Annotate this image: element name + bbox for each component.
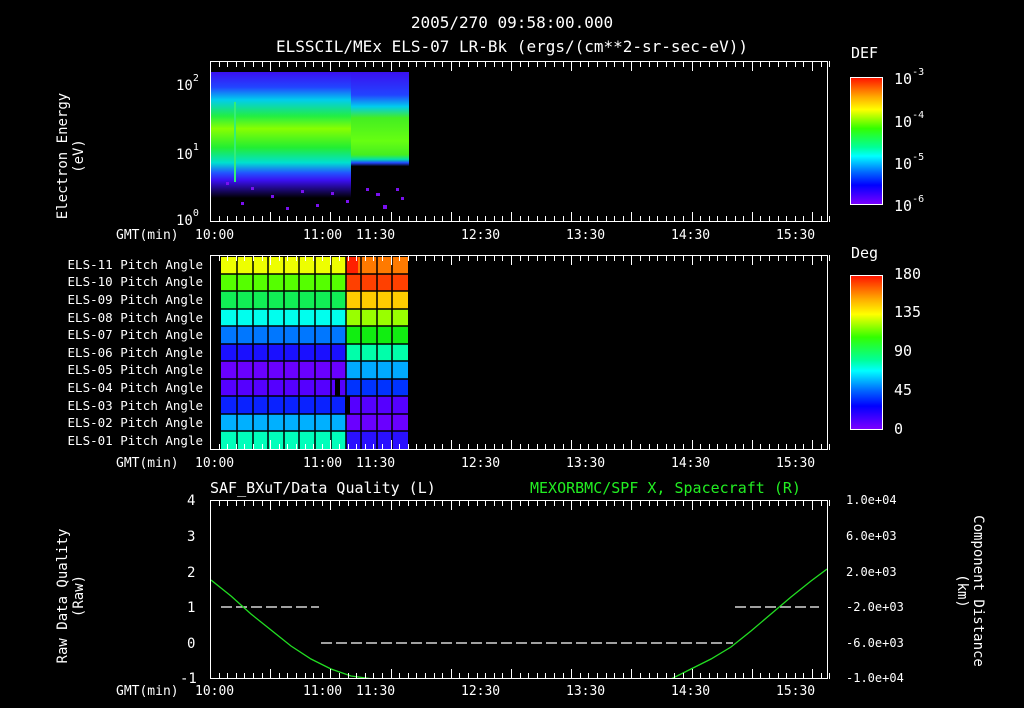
pitch-angle-plot-area (210, 255, 828, 450)
ry-tick-neg2e3: -2.0e+03 (846, 600, 904, 614)
lp-xtick-1100: 11:00 (303, 684, 343, 699)
xaxis-label: GMT(min) (116, 228, 179, 243)
spectrogram-plot-area (210, 61, 828, 222)
xtick-1130: 11:30 (356, 228, 396, 243)
xtick-1430: 14:30 (671, 228, 711, 243)
lineplot-right-ylabel: Component Distance (km) (954, 515, 986, 667)
def-colorbar-title: DEF (851, 44, 879, 62)
ly-tick-3: 3 (187, 529, 196, 545)
pa-label-els05: ELS-05 Pitch Angle (67, 362, 203, 377)
ly-tick-neg1: -1 (180, 671, 197, 687)
lp-xtick-1330: 13:30 (566, 684, 606, 699)
ry-tick-neg6e3: -6.0e+03 (846, 636, 904, 650)
ly-tick-0: 0 (187, 636, 196, 652)
def-tick-1e-6: 10-6 (894, 194, 925, 215)
pa-xtick-1000: 10:00 (195, 456, 235, 471)
lp-xtick-1430: 14:30 (671, 684, 711, 699)
pa-label-els08: ELS-08 Pitch Angle (67, 310, 203, 325)
pa-label-els02: ELS-02 Pitch Angle (67, 415, 203, 430)
deg-colorbar-title: Deg (851, 244, 879, 262)
pa-label-els01: ELS-01 Pitch Angle (67, 433, 203, 448)
pa-xtick-1330: 13:30 (566, 456, 606, 471)
lineplot-plot-area (210, 500, 828, 679)
pa-label-els06: ELS-06 Pitch Angle (67, 345, 203, 360)
xtick-1230: 12:30 (461, 228, 501, 243)
spf-x-trace (211, 568, 827, 678)
lineplot-left-ylabel: Raw Data Quality (Raw) (55, 528, 87, 664)
data-quality-trace (221, 606, 819, 644)
pa-label-els09: ELS-09 Pitch Angle (67, 292, 203, 307)
pa-xaxis-label: GMT(min) (116, 456, 179, 471)
deg-colorbar (850, 275, 883, 430)
ly-tick-1: 1 (187, 600, 196, 616)
ytick-1e2: 102 (176, 73, 199, 94)
plot-timestamp: 2005/270 09:58:00.000 (410, 13, 614, 32)
ry-tick-1e4: 1.0e+04 (846, 493, 897, 507)
ly-tick-4: 4 (187, 493, 196, 509)
deg-tick-0: 0 (894, 420, 904, 438)
lineplot-canvas (211, 568, 827, 678)
def-tick-1e-3: 10-3 (894, 67, 925, 88)
pitch-angle-canvas (221, 256, 408, 449)
ry-tick-2e3: 2.0e+03 (846, 565, 897, 579)
pa-label-els03: ELS-03 Pitch Angle (67, 398, 203, 413)
deg-tick-90: 90 (894, 342, 913, 360)
lp-xtick-1530: 15:30 (776, 684, 816, 699)
deg-tick-135: 135 (894, 303, 922, 321)
xtick-1330: 13:30 (566, 228, 606, 243)
xtick-1530: 15:30 (776, 228, 816, 243)
ry-tick-neg1e4: -1.0e+04 (846, 671, 904, 685)
pa-label-els11: ELS-11 Pitch Angle (67, 257, 203, 272)
lineplot-right-title: MEXORBMC/SPF X, Spacecraft (R) (530, 479, 801, 497)
deg-tick-45: 45 (894, 381, 913, 399)
ytick-1e1: 101 (176, 142, 199, 163)
deg-tick-180: 180 (894, 265, 922, 283)
spectrogram-ylabel: Electron Energy (eV) (55, 92, 87, 220)
ry-tick-6e3: 6.0e+03 (846, 529, 897, 543)
ly-tick-2: 2 (187, 565, 196, 581)
lp-xtick-1230: 12:30 (461, 684, 501, 699)
def-tick-1e-5: 10-5 (894, 152, 925, 173)
ytick-1e0: 100 (176, 208, 199, 229)
def-colorbar (850, 77, 883, 205)
pa-xtick-1100: 11:00 (303, 456, 343, 471)
pa-label-els07: ELS-07 Pitch Angle (67, 327, 203, 342)
pa-xtick-1130: 11:30 (356, 456, 396, 471)
lineplot-left-title: SAF_BXuT/Data Quality (L) (210, 479, 436, 497)
xtick-1100: 11:00 (303, 228, 343, 243)
lp-xtick-1130: 11:30 (356, 684, 396, 699)
plot-subtitle: ELSSCIL/MEx ELS-07 LR-Bk (ergs/(cm**2-sr… (275, 37, 748, 56)
pa-xtick-1530: 15:30 (776, 456, 816, 471)
pa-label-els10: ELS-10 Pitch Angle (67, 274, 203, 289)
spectrogram-canvas (211, 72, 409, 210)
xtick-1000: 10:00 (195, 228, 235, 243)
pa-xtick-1430: 14:30 (671, 456, 711, 471)
pa-xtick-1230: 12:30 (461, 456, 501, 471)
lp-xaxis-label: GMT(min) (116, 684, 179, 699)
def-tick-1e-4: 10-4 (894, 110, 925, 131)
pa-label-els04: ELS-04 Pitch Angle (67, 380, 203, 395)
lp-xtick-1000: 10:00 (195, 684, 235, 699)
